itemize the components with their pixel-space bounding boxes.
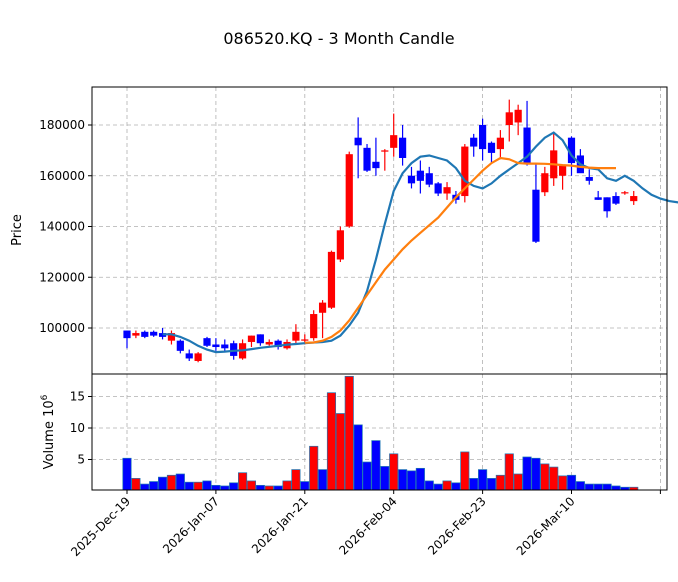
chart-title: 086520.KQ - 3 Month Candle: [223, 29, 455, 48]
date-x-axis: 2025-Dec-19 2026-Jan-07 2026-Jan-21 2026-Fe…: [68, 490, 661, 559]
svg-text:10: 10: [70, 421, 85, 435]
moving-average-lines: [162, 131, 678, 354]
volume-bars: [122, 375, 639, 491]
x-tick-label: 2025-Dec-19: [68, 494, 133, 559]
svg-text:5: 5: [77, 453, 85, 467]
x-tick-label: 2026-Mar-10: [514, 494, 578, 558]
svg-text:120000: 120000: [39, 270, 85, 284]
svg-text:140000: 140000: [39, 220, 85, 234]
svg-text:160000: 160000: [39, 169, 85, 183]
price-axis-label: Price: [10, 214, 25, 246]
volume-y-axis: 5 10 15: [70, 390, 92, 467]
price-y-axis: 100000 120000 140000 160000 180000: [39, 118, 92, 335]
price-axes-frame: [91, 86, 668, 375]
price-candles: [123, 99, 638, 363]
x-tick-label: 2026-Feb-04: [336, 494, 399, 557]
price-grid: [92, 87, 667, 374]
volume-axis-label: Volume 106: [40, 394, 57, 469]
x-tick-label: 2026-Jan-07: [160, 494, 222, 556]
x-tick-label: 2026-Feb-23: [425, 494, 488, 557]
x-tick-label: 2026-Jan-21: [249, 494, 311, 556]
volume-axes-frame: [91, 373, 668, 491]
svg-text:100000: 100000: [39, 321, 85, 335]
svg-text:15: 15: [70, 390, 85, 404]
svg-text:180000: 180000: [39, 118, 85, 132]
